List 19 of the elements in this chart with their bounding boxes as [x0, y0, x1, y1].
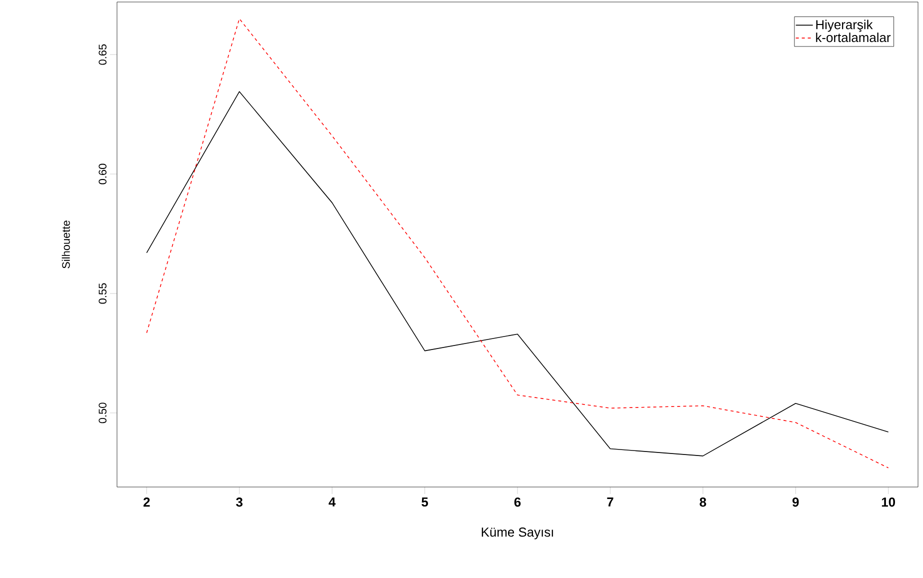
line-series [146, 91, 889, 456]
x-tick-label: 2 [144, 498, 150, 507]
x-tick-label: 6 [514, 498, 521, 507]
line-series [146, 18, 889, 468]
x-tick-label: 7 [607, 498, 614, 506]
x-tick-label: 4 [328, 498, 336, 506]
y-tick-label: 0.55 [98, 283, 106, 304]
x-tick-label: 8 [700, 498, 706, 507]
x-axis-title: Küme Sayısı [482, 528, 553, 540]
x-tick-label: 10 [882, 498, 896, 507]
legend-label: Hiyerarşik [816, 20, 873, 32]
y-tick-label: 0.65 [98, 44, 106, 65]
x-tick-label: 3 [236, 498, 243, 507]
y-axis-title: Silhouette [62, 220, 70, 268]
y-tick-label: 0.50 [98, 402, 106, 424]
legend-label: k-ortalamalar [816, 32, 891, 42]
x-tick-label: 9 [792, 498, 799, 507]
y-tick-label: 0.60 [98, 164, 106, 184]
x-tick-label: 5 [422, 498, 428, 507]
